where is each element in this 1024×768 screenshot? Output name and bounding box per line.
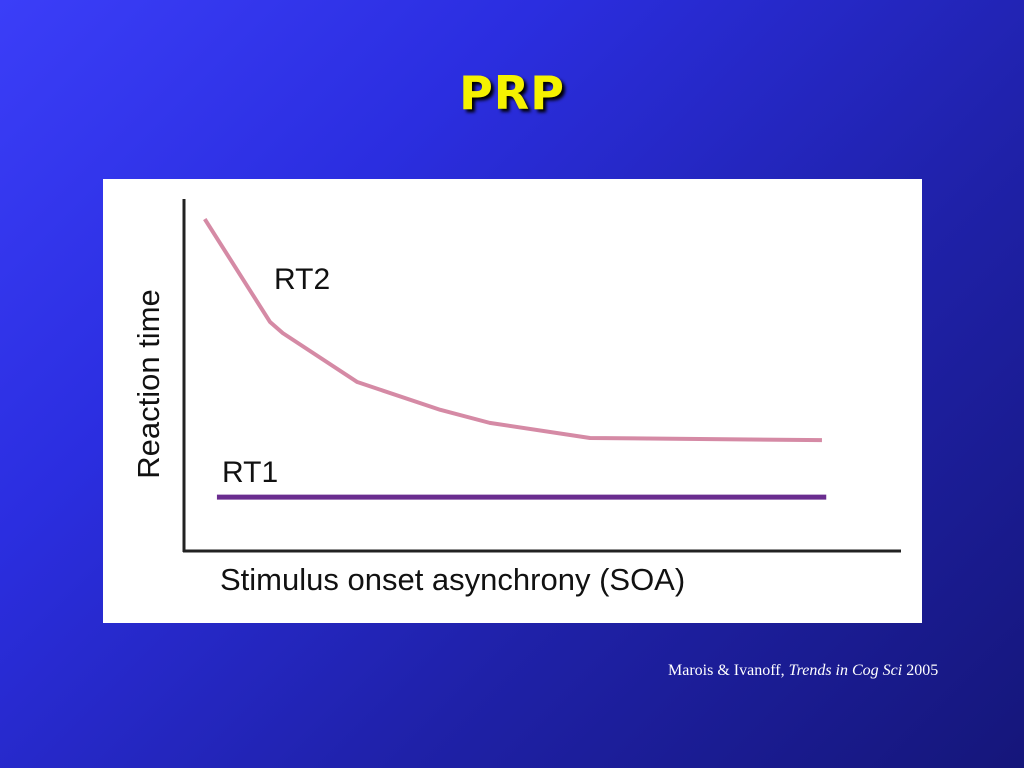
series-rt2-line xyxy=(203,217,822,443)
y-axis-label: Reaction time xyxy=(131,289,166,479)
chart-panel xyxy=(103,179,922,623)
citation-authors: Marois & Ivanoff, xyxy=(668,662,789,679)
citation-journal: Trends in Cog Sci xyxy=(788,662,903,679)
series-label-rt2: RT2 xyxy=(274,263,330,296)
slide-title: PRP xyxy=(459,66,565,120)
citation: Marois & Ivanoff, Trends in Cog Sci 2005 xyxy=(668,662,938,680)
citation-year: 2005 xyxy=(902,662,939,679)
series-label-rt1: RT1 xyxy=(222,456,278,489)
x-axis-label: Stimulus onset asynchrony (SOA) xyxy=(220,562,685,597)
